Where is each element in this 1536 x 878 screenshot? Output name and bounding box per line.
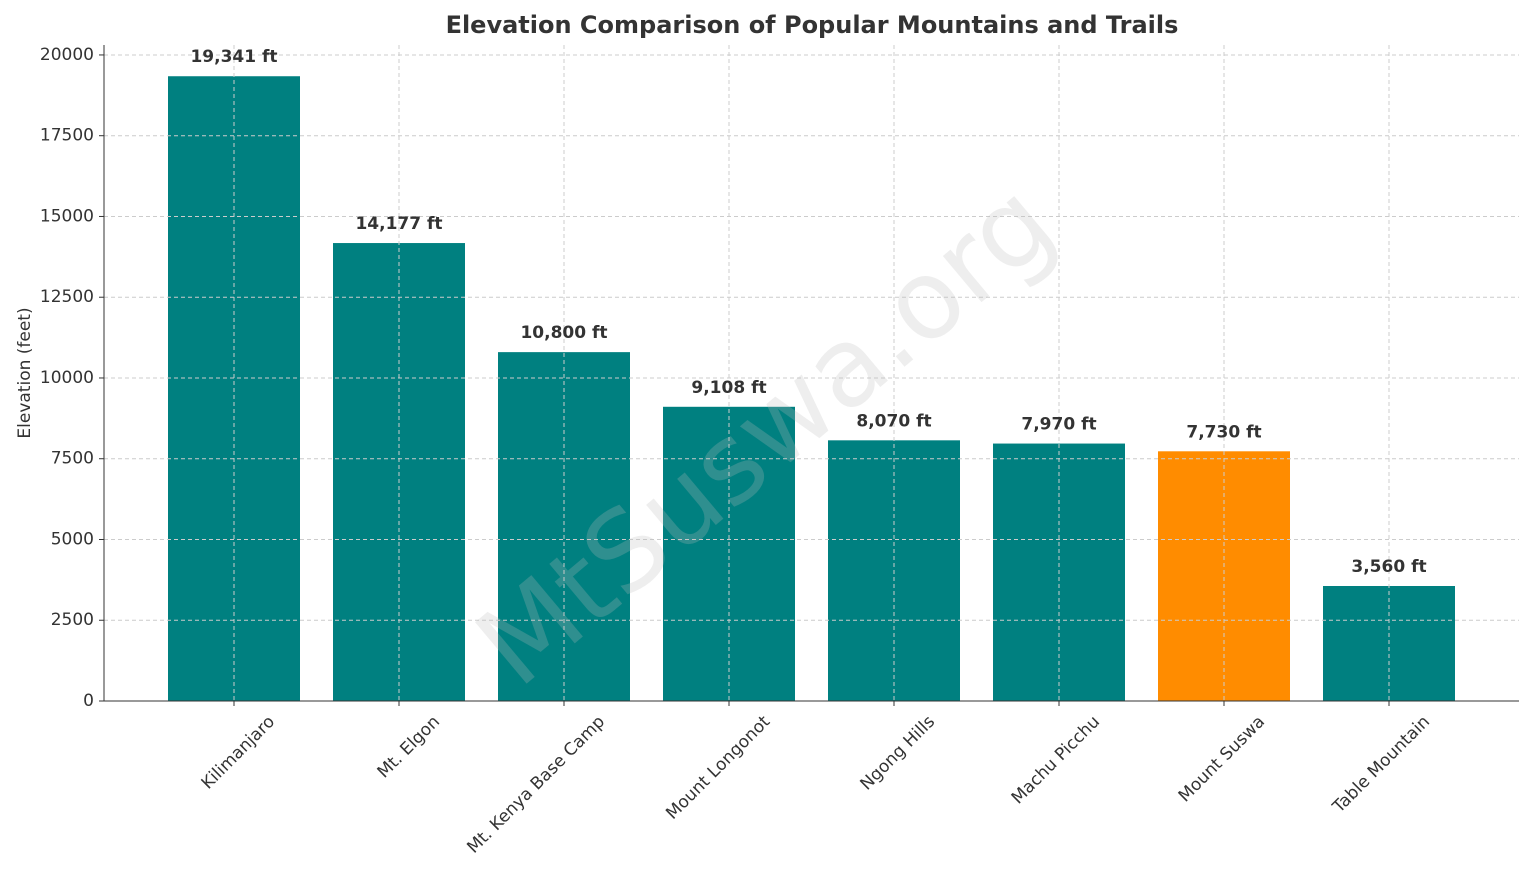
value-label: 14,177 ft (355, 214, 442, 234)
value-label: 10,800 ft (520, 323, 607, 343)
value-label: 3,560 ft (1351, 557, 1426, 577)
value-label: 9,108 ft (691, 378, 766, 398)
y-tick-label: 7500 (51, 449, 94, 469)
x-tick-label: Mt. Elgon (374, 712, 444, 782)
y-tick-label: 20000 (40, 45, 94, 65)
x-tick-label: Mount Suswa (1175, 712, 1269, 806)
x-tick-label: Ngong Hills (857, 712, 940, 795)
x-tick-label: Kilimanjaro (198, 712, 279, 793)
y-axis-label: Elevation (feet) (15, 307, 35, 438)
y-tick-label: 15000 (40, 206, 94, 226)
y-tick-label: 5000 (51, 529, 94, 549)
y-tick-label: 12500 (40, 287, 94, 307)
y-tick-label: 2500 (51, 610, 94, 630)
x-tick-label: Table Mountain (1328, 712, 1434, 818)
y-tick-label: 0 (83, 691, 94, 711)
y-tick-label: 17500 (40, 126, 94, 146)
value-label: 7,730 ft (1186, 422, 1261, 442)
y-tick-label: 10000 (40, 368, 94, 388)
chart-title: Elevation Comparison of Popular Mountain… (446, 11, 1179, 39)
value-label: 8,070 ft (856, 411, 931, 431)
bar (1158, 451, 1290, 701)
x-tick-label: Machu Picchu (1008, 712, 1104, 808)
x-tick-label: Mt. Kenya Base Camp (463, 712, 609, 858)
bar (663, 406, 795, 701)
value-label: 19,341 ft (190, 47, 277, 67)
x-tick-label: Mount Longonot (662, 712, 774, 824)
value-label: 7,970 ft (1021, 415, 1096, 435)
